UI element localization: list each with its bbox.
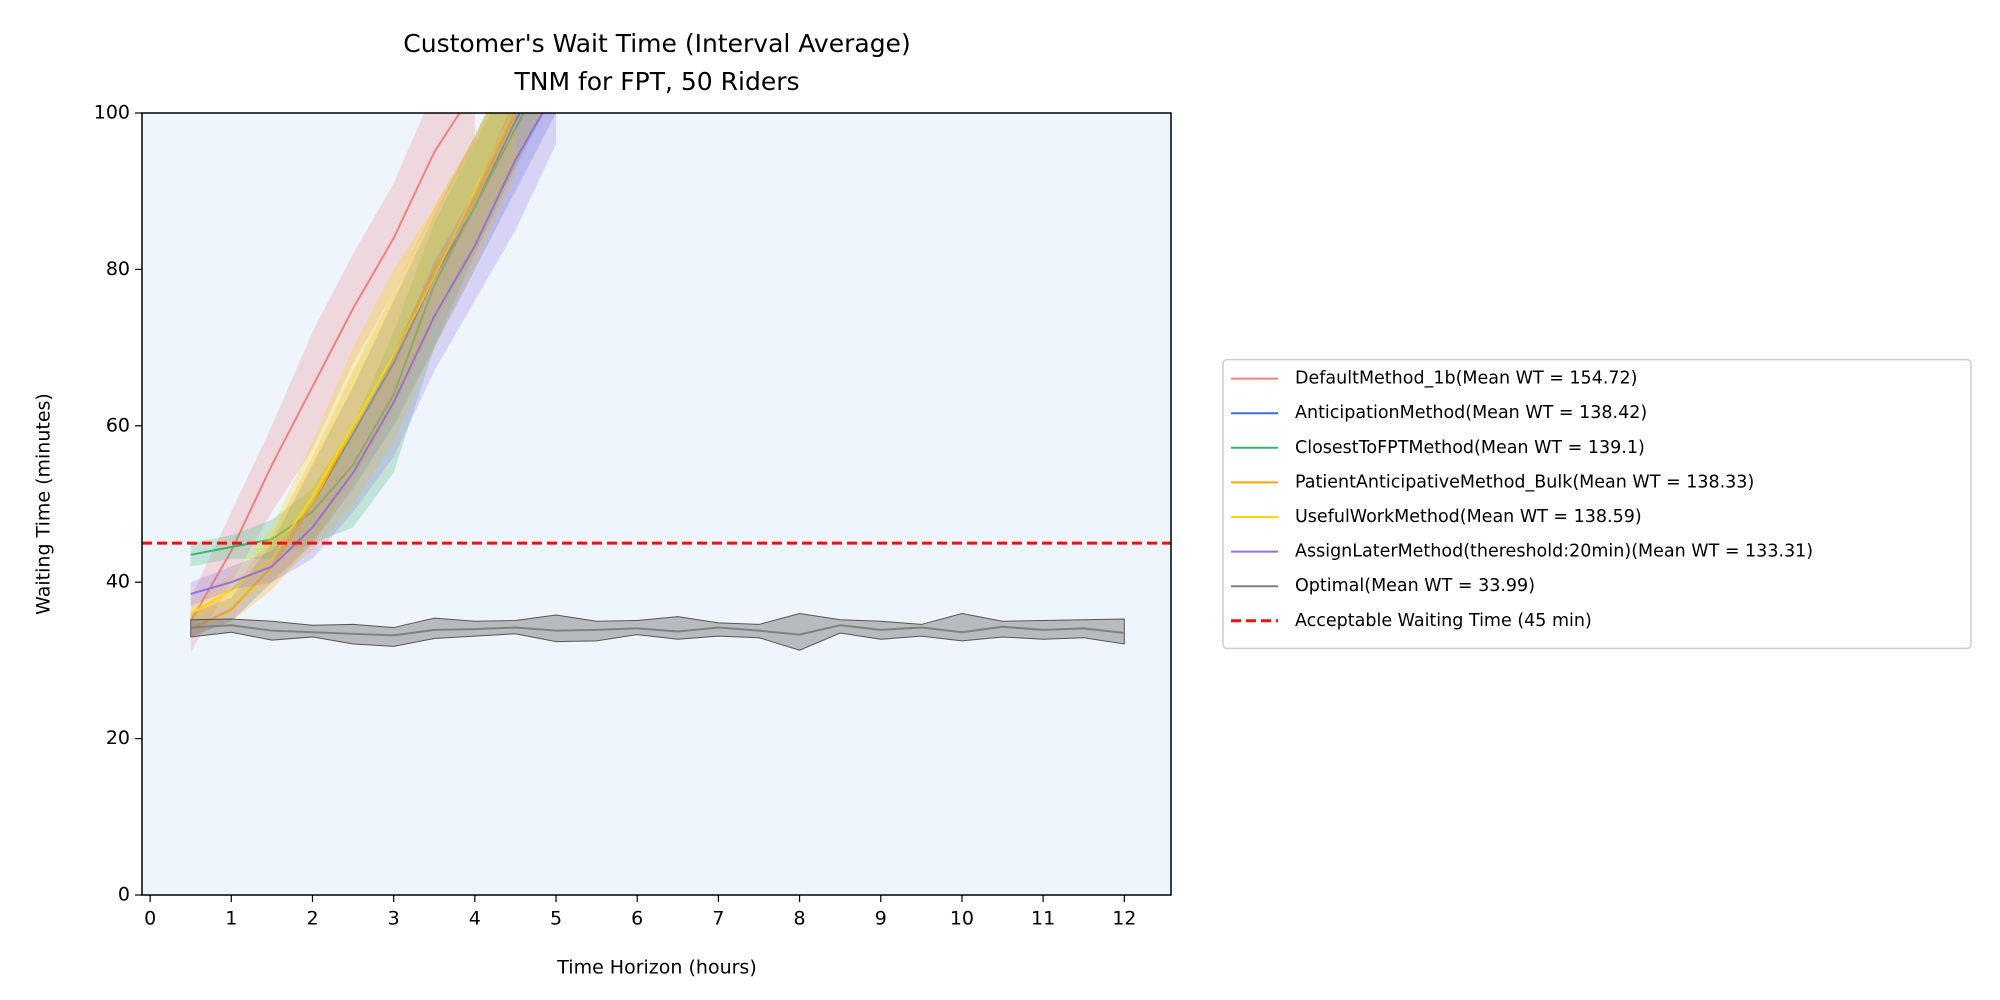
confidence-band	[190, 113, 557, 637]
y-tick-label: 100	[94, 102, 130, 124]
plot-area	[142, 113, 1171, 653]
x-tick-label: 9	[875, 908, 887, 930]
plot-frame	[141, 112, 1172, 896]
confidence-band	[190, 113, 544, 567]
legend-label: AnticipationMethod(Mean WT = 138.42)	[1295, 403, 1647, 423]
x-tick-label: 7	[712, 908, 724, 930]
series-line	[190, 624, 1125, 637]
x-tick-label: 4	[469, 908, 481, 930]
x-tick-label: 10	[950, 908, 974, 930]
x-axis-label: Time Horizon (hours)	[556, 957, 756, 979]
y-tick-label: 0	[118, 884, 130, 906]
y-axis-label: Waiting Time (minutes)	[33, 393, 55, 615]
x-tick-label: 11	[1031, 908, 1055, 930]
legend-label: Acceptable Waiting Time (45 min)	[1295, 611, 1592, 631]
legend-label: AssignLaterMethod(thereshold:20min)(Mean…	[1295, 542, 1813, 562]
x-tick-label: 8	[794, 908, 806, 930]
legend: DefaultMethod_1b(Mean WT = 154.72) Antici…	[1222, 358, 1972, 650]
chart-title: Customer's Wait Time (Interval Average)	[403, 29, 910, 58]
legend-label: Optimal(Mean WT = 33.99)	[1295, 576, 1535, 596]
y-tick-label: 80	[106, 258, 130, 280]
y-tick-label: 60	[106, 414, 130, 436]
x-tick-label: 5	[550, 908, 562, 930]
confidence-band	[190, 113, 516, 622]
series-line	[189, 113, 461, 622]
x-tick-label: 12	[1112, 908, 1136, 930]
series-line	[190, 113, 544, 595]
y-tick-label: 20	[106, 727, 130, 749]
confidence-band	[190, 113, 475, 653]
series-line	[190, 113, 513, 615]
confidence-band	[190, 113, 557, 606]
legend-label: ClosestToFPTMethod(Mean WT = 139.1)	[1295, 438, 1645, 458]
chart-subtitle: TNM for FPT, 50 Riders	[513, 67, 799, 96]
x-tick-label: 1	[225, 908, 237, 930]
x-tick-label: 6	[631, 908, 643, 930]
legend-label: DefaultMethod_1b(Mean WT = 154.72)	[1295, 369, 1637, 389]
confidence-band	[190, 612, 1125, 651]
legend-label: PatientAnticipativeMethod_Bulk(Mean WT =…	[1295, 472, 1754, 492]
confidence-band	[190, 113, 542, 637]
legend-frame	[1222, 358, 1972, 650]
y-tick-label: 40	[106, 571, 130, 593]
x-tick-label: 0	[144, 908, 156, 930]
x-tick-label: 3	[388, 908, 400, 930]
legend-label: UsefulWorkMethod(Mean WT = 138.59)	[1295, 507, 1642, 527]
x-tick-label: 2	[306, 908, 318, 930]
